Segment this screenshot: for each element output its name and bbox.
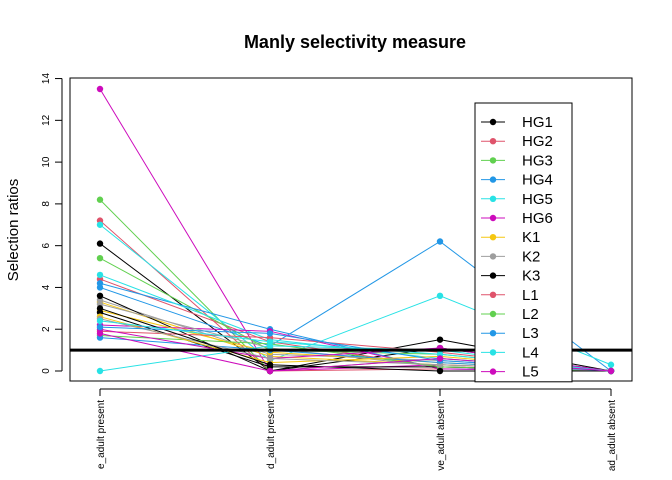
legend-label-12: L4	[522, 344, 539, 361]
series-25-point-0	[96, 323, 104, 331]
series-24-point-2	[436, 367, 444, 375]
legend-label-0: HG1	[522, 114, 553, 131]
series-20-point-0	[96, 367, 104, 375]
chart-title: Manly selectivity measure	[244, 32, 466, 52]
legend-label-2: HG3	[522, 152, 553, 169]
series-2-point-0	[96, 196, 104, 203]
legend-marker-7	[489, 253, 497, 260]
y-tick-label-2: 4	[41, 284, 52, 290]
legend-label-4: HG5	[522, 191, 553, 208]
legend-marker-8	[489, 272, 497, 279]
legend-marker-10	[489, 310, 497, 318]
series-11-point-0	[96, 280, 104, 287]
series-24-point-0	[96, 305, 104, 312]
series-4-point-0	[96, 221, 104, 228]
y-tick-label-7: 14	[41, 73, 52, 85]
plot-frame	[69, 77, 633, 382]
series-23-point-1	[266, 355, 274, 362]
legend-marker-6	[489, 234, 497, 241]
series-27-point-0	[96, 330, 104, 337]
series-4-point-3	[607, 361, 615, 368]
x-tick-label-3: ad_adult absent	[607, 400, 618, 471]
x-tick-label-1: d_adult present	[266, 400, 277, 469]
legend-label-10: L2	[522, 306, 539, 323]
legend-label-6: K1	[522, 229, 540, 246]
legend-marker-9	[489, 291, 497, 298]
legend-marker-0	[489, 118, 497, 126]
y-tick-label-6: 12	[41, 114, 52, 126]
legend: HG1 HG2 HG3 HG4 HG5 HG6 K1 K2 K3 L1 L2 L3 L4 L5	[474, 102, 573, 383]
legend-marker-11	[489, 330, 497, 337]
x-tick-label-0: e_adult present	[96, 400, 107, 469]
legend-label-9: L1	[522, 287, 539, 304]
legend-label-1: HG2	[522, 133, 553, 150]
x-axis: e_adult present d_adult present ve_adult a…	[96, 388, 618, 471]
legend-marker-13	[489, 368, 497, 375]
series-25-point-1	[266, 330, 274, 337]
legend-marker-4	[489, 195, 497, 202]
series-27-point-1	[266, 367, 274, 375]
series-27-point-3	[607, 367, 615, 375]
series-26-point-0	[96, 317, 104, 325]
y-tick-label-1: 2	[41, 326, 52, 332]
series-26-point-1	[266, 338, 274, 345]
legend-label-7: K2	[522, 248, 540, 265]
y-axis-label: Selection ratios	[5, 179, 22, 282]
series-24-point-1	[266, 361, 274, 368]
legend-label-13: L5	[522, 364, 539, 381]
series-4-point-2	[436, 292, 444, 299]
legend-label-3: HG4	[522, 172, 553, 189]
legend-marker-1	[489, 138, 497, 145]
series-10-point-0	[96, 255, 104, 262]
y-tick-label-3: 6	[41, 242, 52, 248]
legend-marker-3	[489, 176, 497, 183]
series-27-point-2	[436, 355, 444, 362]
y-tick-label-5: 10	[41, 156, 52, 168]
x-tick-label-2: ve_adult absent	[436, 400, 447, 471]
y-tick-label-4: 8	[41, 201, 52, 207]
legend-label-11: L3	[522, 325, 539, 342]
series-5-point-0	[96, 85, 104, 93]
series-12-point-0	[96, 271, 104, 279]
series-0-point-2	[436, 336, 444, 343]
legend-marker-5	[489, 214, 497, 222]
legend-marker-12	[489, 349, 497, 356]
series-8-point-0	[96, 292, 104, 299]
legend-label-8: K3	[522, 268, 540, 285]
legend-label-5: HG6	[522, 210, 553, 227]
y-tick-label-0: 0	[41, 368, 52, 374]
legend-marker-2	[489, 157, 497, 164]
series-0-point-0	[96, 240, 104, 247]
y-axis: 0 2 4 6 8 10 12 14	[41, 73, 63, 374]
series-3-point-2	[436, 238, 444, 245]
